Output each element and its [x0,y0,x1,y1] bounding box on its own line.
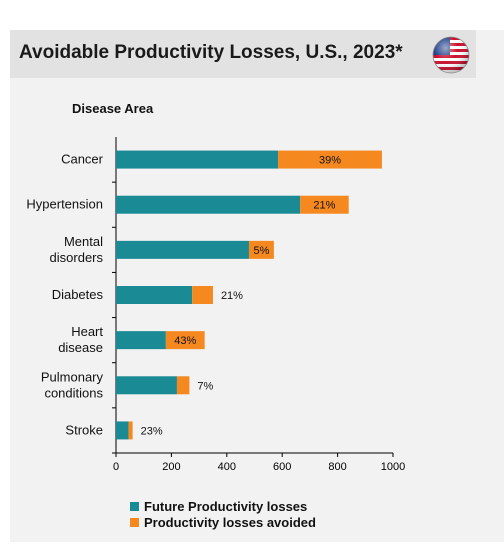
bar-future-segment [116,150,279,169]
legend-label-avoided: Productivity losses avoided [144,514,316,530]
data-label: 23% [141,425,163,437]
x-tick-label: 1000 [381,461,405,473]
category-label: disease [58,340,103,355]
legend-swatch-future [130,501,139,511]
chart-panel: Avoidable Productivity Losses, U.S., 202… [10,30,504,542]
category-label: Hypertension [26,197,103,212]
legend-label-future: Future Productivity losses [144,498,308,514]
category-label: Heart [71,324,103,339]
chart-title: Avoidable Productivity Losses, U.S., 202… [19,42,403,63]
bar-future-segment [116,195,301,214]
x-tick-label: 600 [273,461,291,473]
category-label: conditions [44,385,103,400]
data-label: 39% [319,155,341,167]
bar-avoided-segment [300,195,349,214]
y-axis-title: Disease Area [72,101,154,116]
data-label: 21% [221,290,243,302]
category-label: disorders [50,250,104,265]
category-label: Diabetes [52,287,104,302]
category-label: Cancer [61,152,104,167]
bar-future-segment [116,331,166,350]
us-flag-icon [432,36,470,74]
bar-future-segment [116,376,177,395]
bar-avoided-segment [128,421,133,440]
legend: Future Productivity losses Productivity … [130,498,316,530]
bar-future-segment [116,421,129,440]
legend-item-future: Future Productivity losses [130,498,316,514]
bar-avoided-segment [165,331,205,350]
category-label: Stroke [65,422,103,437]
bar-avoided-segment [176,376,190,395]
legend-item-avoided: Productivity losses avoided [130,514,316,530]
bar-future-segment [116,240,249,259]
title-bar: Avoidable Productivity Losses, U.S., 202… [10,30,476,78]
data-label: 7% [197,380,213,392]
bar-avoided-segment [248,240,274,259]
bar-avoided-segment [278,150,382,169]
category-label: Mental [64,234,103,249]
x-tick-label: 800 [328,461,346,473]
legend-swatch-avoided [130,517,139,527]
bar-future-segment [116,286,193,304]
data-label: 21% [313,200,335,212]
data-label: 43% [174,335,196,347]
bar-avoided-segment [192,286,213,304]
x-tick-label: 200 [162,461,180,473]
data-label: 5% [253,245,269,257]
category-label: Pulmonary [41,369,104,384]
x-tick-label: 0 [113,461,119,473]
x-tick-label: 400 [218,461,236,473]
